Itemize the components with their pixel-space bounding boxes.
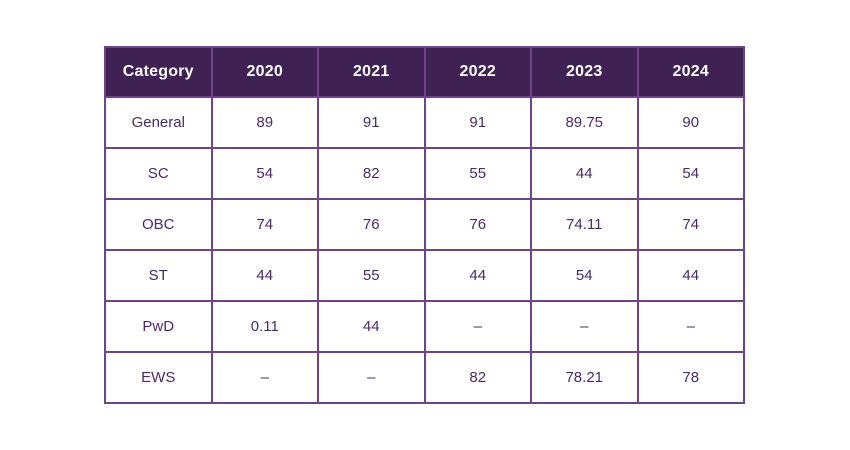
table-body: General 89 91 91 89.75 90 SC 54 82 55 44… [104,96,745,404]
data-cell: 55 [317,249,426,302]
data-cell: 76 [317,198,426,251]
data-cell: 44 [210,249,319,302]
data-cell: – [423,300,532,353]
data-cell: 76 [423,198,532,251]
data-cell: 74 [210,198,319,251]
table-row-ews: EWS – – 82 78.21 78 [104,351,745,404]
table-row-general: General 89 91 91 89.75 90 [104,96,745,149]
data-cell: 54 [636,147,745,200]
data-cell: 44 [530,147,639,200]
data-cell: 44 [317,300,426,353]
data-cell: 82 [317,147,426,200]
data-cell: 0.11 [210,300,319,353]
table-row-sc: SC 54 82 55 44 54 [104,147,745,200]
data-cell: 78.21 [530,351,639,404]
data-cell: 89.75 [530,96,639,149]
row-label: General [104,96,213,149]
data-cell: – [636,300,745,353]
column-header-2024: 2024 [636,46,745,98]
table-row-st: ST 44 55 44 54 44 [104,249,745,302]
data-cell: – [210,351,319,404]
data-cell: 54 [530,249,639,302]
data-cell: – [317,351,426,404]
data-cell: 44 [636,249,745,302]
data-cell: 78 [636,351,745,404]
column-header-category: Category [104,46,213,98]
row-label: PwD [104,300,213,353]
data-cell: 91 [317,96,426,149]
header-row: Category 2020 2021 2022 2023 2024 [104,46,745,98]
row-label: OBC [104,198,213,251]
column-header-2021: 2021 [317,46,426,98]
table-row-pwd: PwD 0.11 44 – – – [104,300,745,353]
column-header-2020: 2020 [210,46,319,98]
data-cell: 74 [636,198,745,251]
row-label: SC [104,147,213,200]
category-year-table: Category 2020 2021 2022 2023 2024 Genera… [104,46,745,404]
column-header-2022: 2022 [423,46,532,98]
data-cell: 74.11 [530,198,639,251]
data-cell: – [530,300,639,353]
data-cell: 90 [636,96,745,149]
data-cell: 82 [423,351,532,404]
data-cell: 89 [210,96,319,149]
data-cell: 44 [423,249,532,302]
data-cell: 54 [210,147,319,200]
table-row-obc: OBC 74 76 76 74.11 74 [104,198,745,251]
column-header-2023: 2023 [530,46,639,98]
data-cell: 91 [423,96,532,149]
data-cell: 55 [423,147,532,200]
table-header: Category 2020 2021 2022 2023 2024 [104,46,745,98]
row-label: ST [104,249,213,302]
row-label: EWS [104,351,213,404]
